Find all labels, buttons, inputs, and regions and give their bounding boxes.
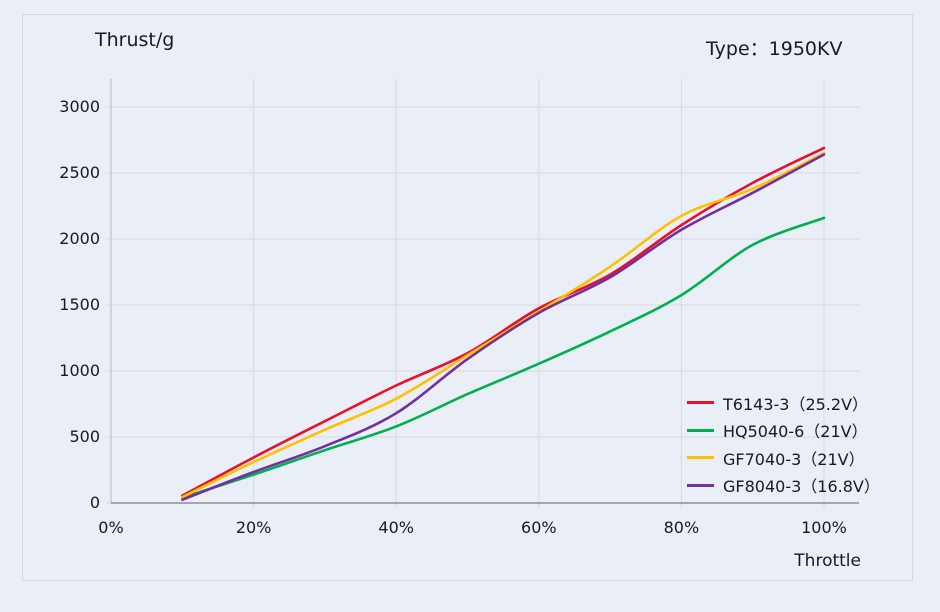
legend-swatch: [687, 483, 714, 487]
series-line-t6143-3: [181, 146, 826, 497]
x-tick-label: 100%: [801, 518, 847, 537]
x-tick-label: 60%: [521, 518, 557, 537]
series-line-gf8040-3: [181, 153, 826, 501]
type-label: Type：1950KV: [706, 38, 843, 60]
y-tick-label: 3000: [59, 97, 100, 116]
series-line-hq5040-6: [181, 216, 826, 499]
x-tick-label: 40%: [378, 518, 414, 537]
legend-label: T6143-3（25.2V）: [723, 394, 869, 414]
y-tick-label: 2500: [59, 163, 100, 182]
x-tick-label: 80%: [663, 518, 700, 537]
legend-item: HQ5040-6（21V）: [687, 417, 880, 445]
legend-label: GF7040-3（21V）: [723, 449, 865, 469]
y-tick-label: 1000: [59, 361, 100, 380]
legend-label: GF8040-3（16.8V）: [723, 477, 880, 497]
y-tick-label: 1500: [59, 295, 100, 314]
y-tick-label: 0: [89, 493, 100, 512]
y-tick-label: 2000: [59, 229, 100, 248]
y-tick-label: 500: [69, 427, 100, 446]
legend: T6143-3（25.2V） HQ5040-6（21V） GF7040-3（21V）…: [687, 389, 880, 499]
legend-item: GF8040-3（16.8V）: [687, 472, 880, 500]
legend-item: GF7040-3（21V）: [687, 444, 880, 472]
legend-swatch: [687, 428, 714, 432]
x-tick-label: 0%: [98, 518, 124, 537]
x-tick-label: 20%: [235, 518, 272, 537]
legend-item: T6143-3（25.2V）: [687, 389, 880, 417]
legend-label: HQ5040-6（21V）: [723, 422, 868, 442]
chart-title: Thrust/g: [95, 29, 175, 51]
legend-swatch: [687, 456, 714, 460]
x-axis-title: Throttle: [794, 551, 861, 571]
legend-swatch: [687, 401, 714, 405]
chart-border: [22, 14, 913, 581]
